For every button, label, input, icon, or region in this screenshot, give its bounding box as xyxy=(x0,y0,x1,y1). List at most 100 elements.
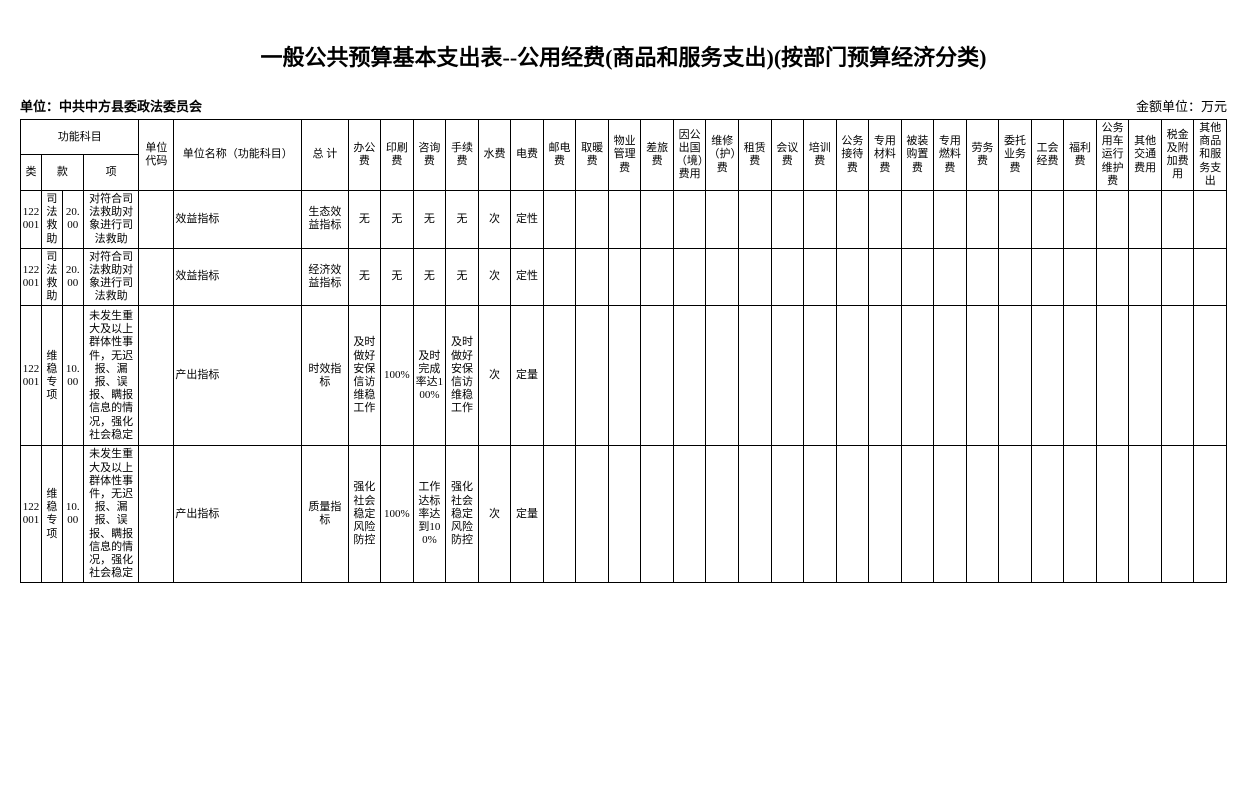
hdr-col: 公务用车运行维护费 xyxy=(1096,120,1129,191)
cell: 定性 xyxy=(511,190,544,248)
cell xyxy=(706,446,739,583)
cell xyxy=(673,306,706,446)
cell: 产出指标 xyxy=(174,446,302,583)
hdr-col: 因公出国（境）费用 xyxy=(673,120,706,191)
cell xyxy=(608,248,641,306)
cell: 无 xyxy=(381,248,414,306)
hdr-unit-name: 单位名称（功能科目） xyxy=(174,120,302,191)
cell: 无 xyxy=(381,190,414,248)
cell: 定性 xyxy=(511,248,544,306)
cell xyxy=(139,248,174,306)
hdr-col: 被装购置费 xyxy=(901,120,934,191)
cell xyxy=(804,190,837,248)
cell xyxy=(869,306,902,446)
cell xyxy=(836,248,869,306)
cell xyxy=(999,306,1032,446)
hdr-col: 水费 xyxy=(478,120,511,191)
cell xyxy=(869,248,902,306)
cell xyxy=(1161,190,1194,248)
cell xyxy=(966,306,999,446)
cell xyxy=(738,248,771,306)
cell xyxy=(901,190,934,248)
cell: 及时完成率达100% xyxy=(413,306,446,446)
hdr-col: 其他交通费用 xyxy=(1129,120,1162,191)
cell: 强化社会稳定风险防控 xyxy=(446,446,479,583)
cell xyxy=(1031,446,1064,583)
cell: 工作达标率达到100% xyxy=(413,446,446,583)
cell: 效益指标 xyxy=(174,190,302,248)
cell xyxy=(641,446,674,583)
cell: 产出指标 xyxy=(174,306,302,446)
cell xyxy=(608,190,641,248)
cell xyxy=(1129,248,1162,306)
hdr-col: 手续费 xyxy=(446,120,479,191)
cell xyxy=(543,190,576,248)
table-row: 122001司法救助20.00对符合司法救助对象进行司法救助效益指标经济效益指标… xyxy=(21,248,1227,306)
cell: 维稳专项 xyxy=(41,446,62,583)
cell: 无 xyxy=(348,248,381,306)
hdr-col: 印刷费 xyxy=(381,120,414,191)
cell: 对符合司法救助对象进行司法救助 xyxy=(83,248,139,306)
cell: 20.00 xyxy=(62,248,83,306)
cell xyxy=(673,446,706,583)
hdr-xiang: 项 xyxy=(83,155,139,190)
cell: 次 xyxy=(478,190,511,248)
hdr-col: 专用材料费 xyxy=(869,120,902,191)
table-header: 功能科目 单位代码 单位名称（功能科目） 总 计 办公费 印刷费 咨询费 手续费… xyxy=(21,120,1227,191)
cell xyxy=(1096,248,1129,306)
cell: 无 xyxy=(413,190,446,248)
cell xyxy=(608,306,641,446)
cell: 时效指标 xyxy=(302,306,348,446)
cell xyxy=(738,446,771,583)
cell xyxy=(1064,306,1097,446)
cell xyxy=(999,446,1032,583)
cell xyxy=(543,306,576,446)
cell: 无 xyxy=(348,190,381,248)
page-title: 一般公共预算基本支出表--公用经费(商品和服务支出)(按部门预算经济分类) xyxy=(20,40,1227,72)
cell xyxy=(1096,306,1129,446)
cell: 无 xyxy=(446,248,479,306)
cell xyxy=(999,248,1032,306)
cell xyxy=(1161,306,1194,446)
hdr-col: 咨询费 xyxy=(413,120,446,191)
cell: 定量 xyxy=(511,306,544,446)
cell: 对符合司法救助对象进行司法救助 xyxy=(83,190,139,248)
hdr-col: 物业管理费 xyxy=(608,120,641,191)
cell: 122001 xyxy=(21,446,42,583)
cell xyxy=(934,248,967,306)
cell xyxy=(1064,248,1097,306)
cell xyxy=(869,446,902,583)
cell xyxy=(1031,248,1064,306)
cell xyxy=(738,306,771,446)
cell xyxy=(934,190,967,248)
cell: 效益指标 xyxy=(174,248,302,306)
cell xyxy=(901,446,934,583)
hdr-col: 其他商品和服务支出 xyxy=(1194,120,1227,191)
cell xyxy=(771,190,804,248)
cell xyxy=(576,248,609,306)
hdr-unit-code: 单位代码 xyxy=(139,120,174,191)
cell xyxy=(139,306,174,446)
cell: 定量 xyxy=(511,446,544,583)
cell: 122001 xyxy=(21,248,42,306)
cell xyxy=(1031,190,1064,248)
cell xyxy=(901,248,934,306)
cell: 100% xyxy=(381,446,414,583)
cell xyxy=(999,190,1032,248)
cell: 次 xyxy=(478,446,511,583)
cell xyxy=(673,190,706,248)
cell xyxy=(576,446,609,583)
cell xyxy=(836,306,869,446)
hdr-col: 差旅费 xyxy=(641,120,674,191)
hdr-col: 邮电费 xyxy=(543,120,576,191)
cell: 维稳专项 xyxy=(41,306,62,446)
cell xyxy=(543,248,576,306)
cell: 经济效益指标 xyxy=(302,248,348,306)
cell: 无 xyxy=(446,190,479,248)
table-body: 122001司法救助20.00对符合司法救助对象进行司法救助效益指标生态效益指标… xyxy=(21,190,1227,582)
cell xyxy=(901,306,934,446)
cell: 20.00 xyxy=(62,190,83,248)
cell xyxy=(641,306,674,446)
hdr-col: 办公费 xyxy=(348,120,381,191)
cell xyxy=(966,248,999,306)
